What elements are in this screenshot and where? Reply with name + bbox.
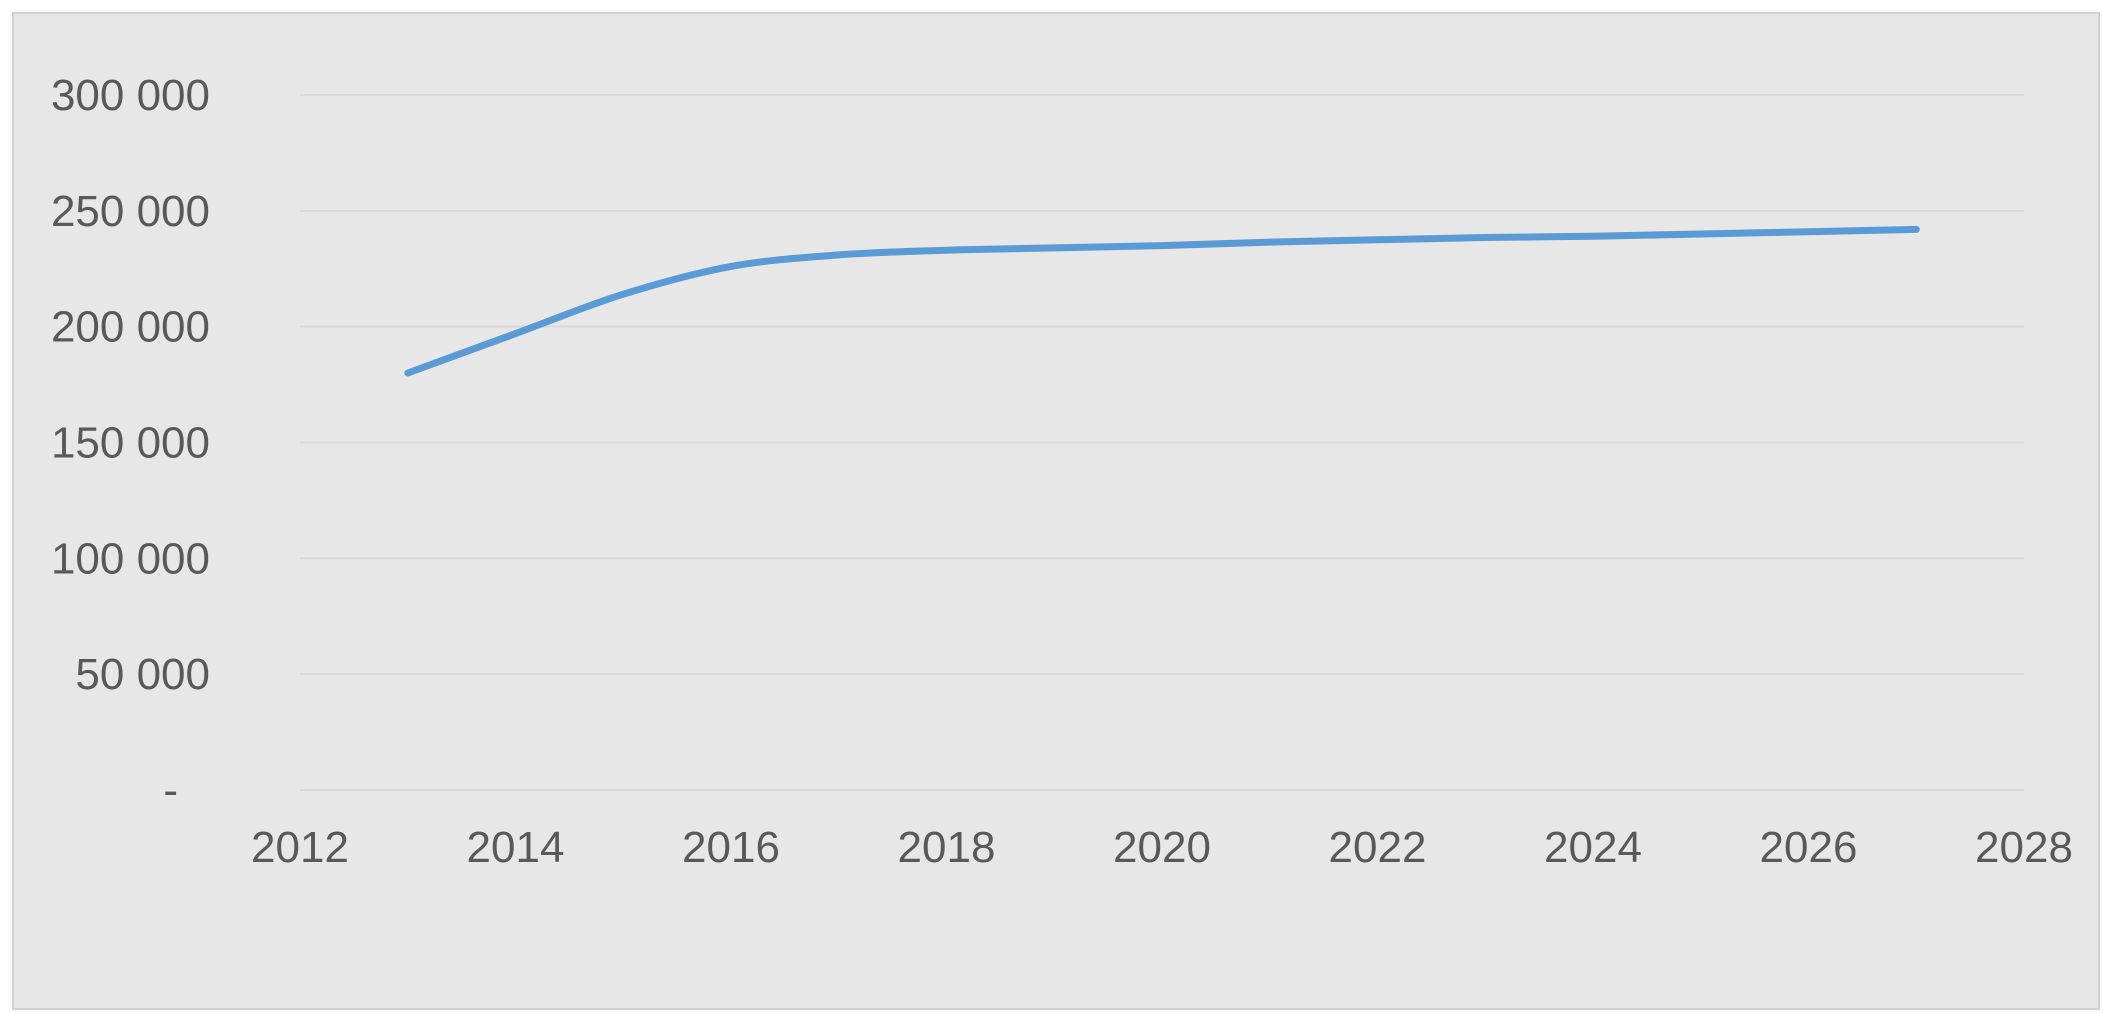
y-tick-label: 200 000 <box>51 303 210 352</box>
x-axis: 2012 2014 2016 2018 2020 2022 2024 2026 2028 <box>251 823 2073 872</box>
x-tick-label: 2020 <box>1113 823 1211 872</box>
chart-frame <box>12 12 2100 1010</box>
y-tick-label: 300 000 <box>51 71 210 120</box>
x-tick-label: 2016 <box>682 823 780 872</box>
y-tick-label: - <box>163 766 178 815</box>
x-tick-label: 2014 <box>467 823 565 872</box>
series-layer <box>404 225 1920 377</box>
x-tick-label: 2018 <box>898 823 996 872</box>
y-tick-label: 50 000 <box>75 650 210 699</box>
y-axis: - 50 000 100 000 150 000 200 000 250 000 300 0… <box>51 71 210 815</box>
y-tick-label: 250 000 <box>51 187 210 236</box>
x-tick-label: 2012 <box>251 823 349 872</box>
gridlines <box>300 94 2024 791</box>
x-tick-label: 2026 <box>1760 823 1858 872</box>
x-tick-label: 2028 <box>1975 823 2073 872</box>
x-tick-label: 2024 <box>1544 823 1642 872</box>
y-tick-label: 150 000 <box>51 419 210 468</box>
y-tick-label: 100 000 <box>51 534 210 583</box>
x-tick-label: 2022 <box>1329 823 1427 872</box>
series-line <box>404 225 1920 377</box>
